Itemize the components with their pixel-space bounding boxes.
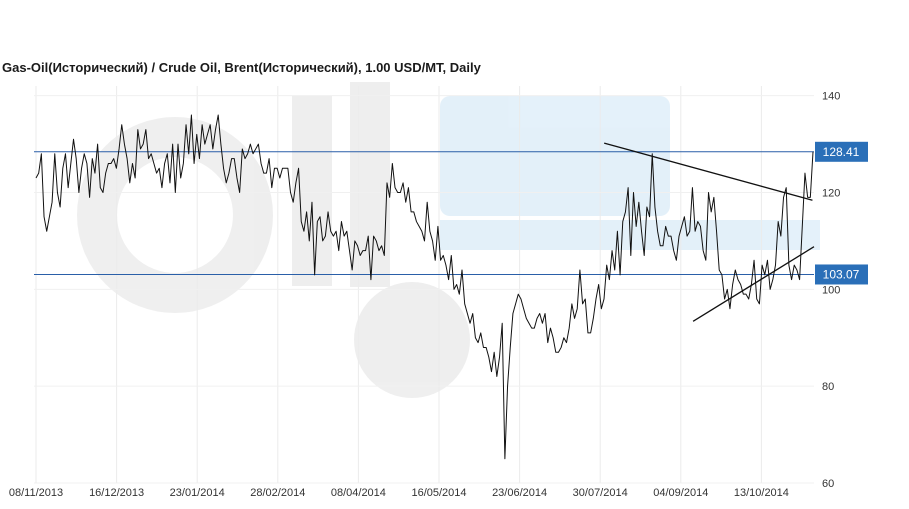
y-axis: 60 80 100 120 140 — [822, 91, 840, 490]
level-label-box — [815, 141, 868, 162]
y-tick-label: 120 — [822, 188, 840, 200]
level-label: 128.41 — [823, 145, 860, 159]
trendlines — [604, 142, 815, 322]
y-tick-label: 60 — [822, 478, 834, 490]
x-tick-label: 16/12/2013 — [89, 487, 144, 499]
x-tick-label: 04/09/2014 — [653, 487, 708, 499]
x-tick-label: 30/07/2014 — [573, 487, 628, 499]
trendline — [604, 142, 813, 201]
x-axis: 08/11/2013 16/12/2013 23/01/2014 28/02/2014… — [9, 487, 789, 499]
x-tick-label: 16/05/2014 — [411, 487, 466, 499]
level-label-box — [815, 264, 868, 285]
y-tick-label: 140 — [822, 91, 840, 103]
chart-title: Gas-Oil(Исторический) / Crude Oil, Brent… — [2, 60, 481, 75]
trendline — [692, 246, 815, 322]
watermark — [77, 82, 820, 398]
level-label: 103.07 — [823, 267, 860, 281]
x-tick-label: 08/04/2014 — [331, 487, 386, 499]
x-tick-label: 08/11/2013 — [9, 487, 63, 499]
y-tick-label: 100 — [822, 284, 840, 296]
y-tick-label: 80 — [822, 381, 834, 393]
series-line — [35, 114, 814, 460]
series-layer — [35, 114, 814, 460]
x-tick-label: 13/10/2014 — [734, 487, 789, 499]
x-tick-label: 23/01/2014 — [170, 487, 225, 499]
x-tick-label: 23/06/2014 — [492, 487, 547, 499]
x-tick-label: 28/02/2014 — [250, 487, 305, 499]
horizontal-levels: 128.41 103.07 — [34, 141, 868, 285]
